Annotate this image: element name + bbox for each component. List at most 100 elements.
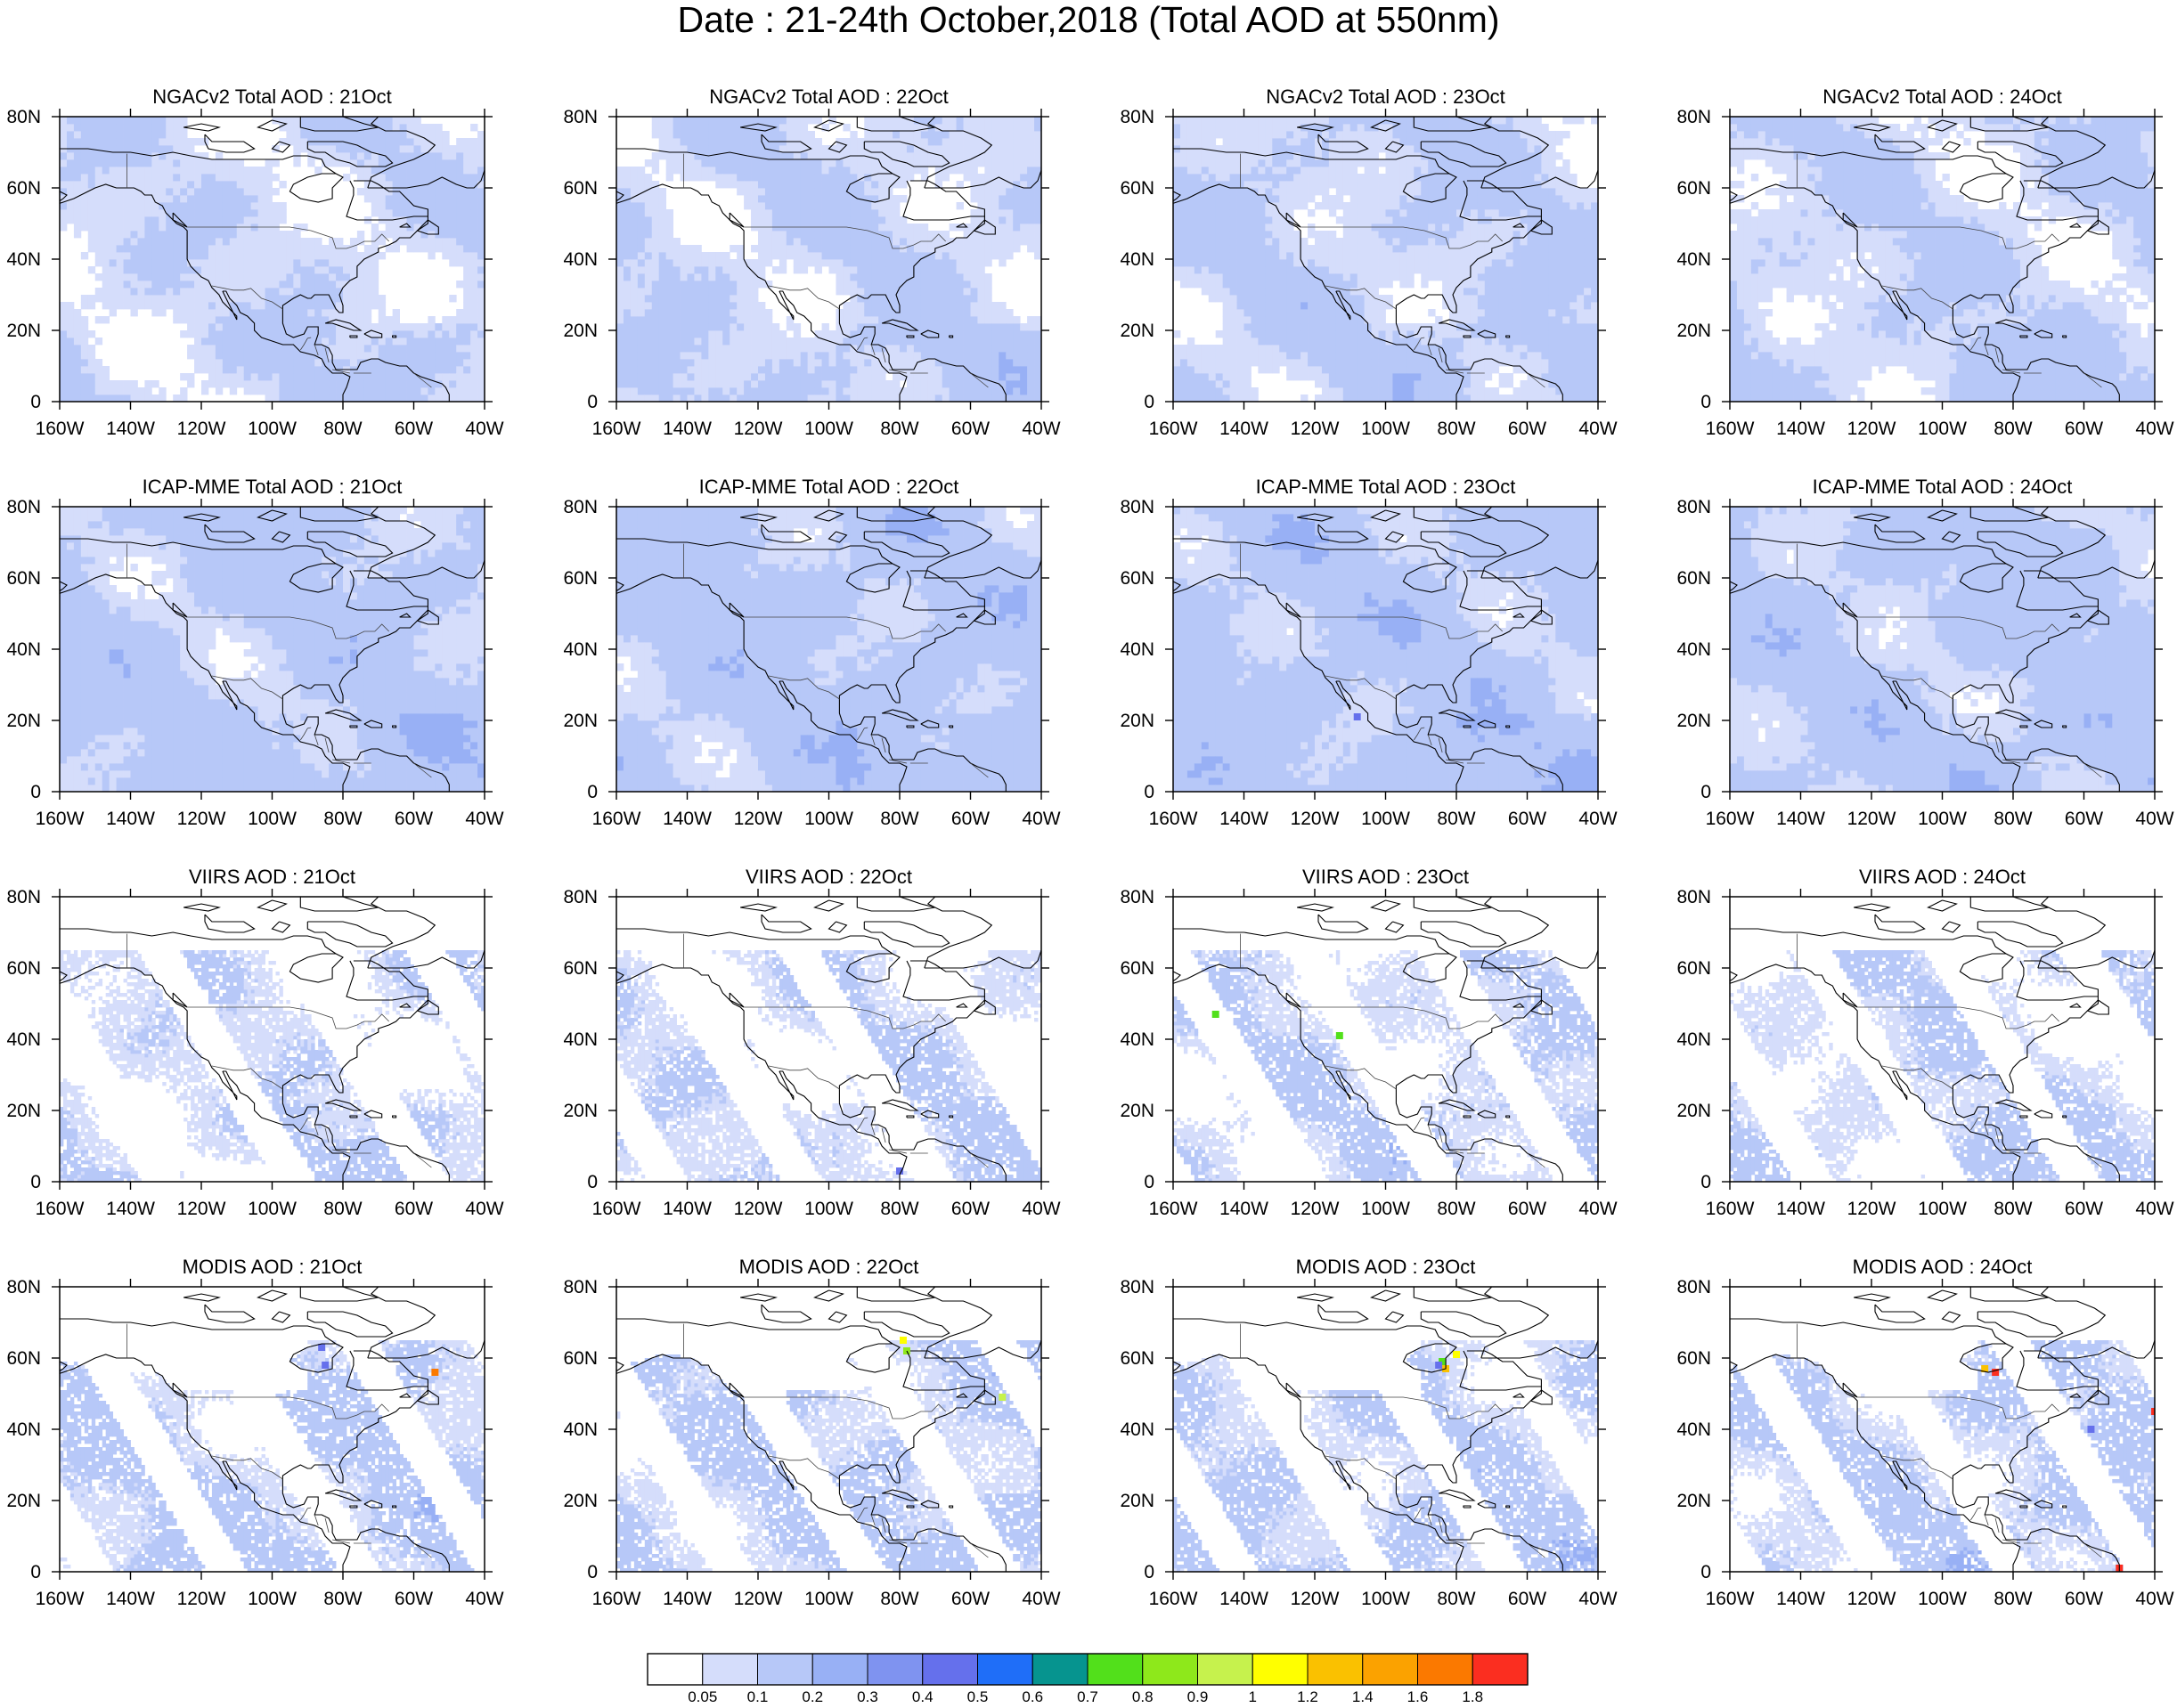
aod-cell bbox=[201, 330, 209, 338]
aod-cell bbox=[420, 145, 428, 153]
aod-cell bbox=[201, 195, 209, 203]
aod-cell bbox=[1321, 238, 1330, 246]
aod-cell bbox=[349, 359, 358, 367]
aod-cell bbox=[658, 152, 667, 160]
aod-cell bbox=[144, 238, 152, 246]
aod-cell bbox=[293, 338, 301, 346]
aod-cell bbox=[1258, 216, 1266, 224]
aod-cell bbox=[900, 124, 908, 132]
aod-cell bbox=[1006, 323, 1014, 331]
aod-cell bbox=[109, 252, 117, 260]
aod-cell bbox=[300, 387, 308, 395]
aod-cell bbox=[470, 338, 478, 346]
aod-cell bbox=[250, 238, 258, 246]
aod-cell bbox=[1321, 309, 1330, 317]
aod-cell bbox=[80, 181, 89, 189]
aod-cell bbox=[1222, 138, 1230, 146]
aod-cell bbox=[222, 309, 231, 317]
aod-cell bbox=[828, 159, 836, 167]
aod-cell bbox=[1006, 387, 1014, 395]
aod-cell bbox=[687, 273, 695, 281]
aod-cell bbox=[779, 124, 787, 132]
aod-cell bbox=[1321, 366, 1330, 374]
aod-cell bbox=[250, 309, 258, 317]
aod-cell bbox=[857, 224, 865, 232]
aod-cell bbox=[1243, 195, 1252, 203]
aod-cell bbox=[658, 245, 667, 253]
aod-cell bbox=[137, 117, 145, 125]
aod-cell bbox=[1034, 231, 1041, 239]
aod-cell bbox=[385, 387, 394, 395]
aod-cell bbox=[236, 266, 245, 274]
aod-cell bbox=[449, 323, 457, 331]
aod-cell bbox=[286, 131, 294, 139]
aod-cell bbox=[1328, 373, 1337, 381]
aod-cell bbox=[878, 266, 886, 274]
aod-cell bbox=[956, 323, 964, 331]
aod-cell bbox=[73, 195, 82, 203]
aod-cell bbox=[1279, 124, 1287, 132]
aod-cell bbox=[66, 330, 75, 338]
aod-cell bbox=[1201, 259, 1210, 267]
aod-cell bbox=[934, 394, 943, 402]
aod-cell bbox=[378, 195, 387, 203]
aod-cell bbox=[708, 124, 716, 132]
aod-cell bbox=[687, 345, 695, 353]
aod-cell bbox=[1236, 216, 1244, 224]
aod-cell bbox=[744, 138, 752, 146]
aod-cell bbox=[201, 259, 209, 267]
aod-cell bbox=[1034, 366, 1041, 374]
aod-cell bbox=[800, 131, 809, 139]
aod-cell bbox=[1335, 366, 1344, 374]
aod-cell bbox=[1315, 323, 1323, 331]
aod-cell bbox=[60, 387, 68, 395]
aod-cell bbox=[850, 366, 858, 374]
aod-cell bbox=[651, 323, 660, 331]
aod-cell bbox=[1236, 131, 1244, 139]
aod-cell bbox=[644, 316, 653, 324]
aod-cell bbox=[1222, 202, 1230, 210]
aod-cell bbox=[630, 181, 639, 189]
aod-cell bbox=[180, 295, 188, 303]
aod-cell bbox=[1251, 238, 1259, 246]
aod-cell bbox=[857, 181, 865, 189]
aod-cell bbox=[1251, 288, 1259, 296]
aod-cell bbox=[406, 181, 414, 189]
aod-cell bbox=[66, 366, 75, 374]
aod-cell bbox=[229, 273, 238, 281]
coastline bbox=[392, 335, 397, 338]
aod-cell bbox=[116, 259, 124, 267]
aod-cell bbox=[984, 281, 992, 289]
aod-cell bbox=[1335, 159, 1344, 167]
aod-cell bbox=[173, 295, 181, 303]
aod-cell bbox=[1194, 209, 1203, 217]
aod-cell bbox=[963, 352, 971, 360]
aod-cell bbox=[900, 181, 908, 189]
aod-cell bbox=[442, 181, 450, 189]
aod-cell bbox=[821, 387, 829, 395]
aod-cell bbox=[1215, 117, 1224, 125]
aod-cell bbox=[1265, 167, 1273, 175]
aod-cell bbox=[680, 117, 688, 125]
aod-cell bbox=[1272, 195, 1280, 203]
aod-cell bbox=[871, 245, 879, 253]
aod-cell bbox=[94, 316, 103, 324]
aod-cell bbox=[836, 387, 844, 395]
aod-cell bbox=[293, 231, 301, 239]
aod-cell bbox=[821, 209, 829, 217]
aod-cell bbox=[1258, 359, 1266, 367]
aod-cell bbox=[307, 387, 315, 395]
aod-cell bbox=[934, 295, 943, 303]
aod-cell bbox=[1243, 366, 1252, 374]
aod-cell bbox=[102, 195, 110, 203]
aod-cell bbox=[322, 273, 330, 281]
aod-cell bbox=[1293, 338, 1301, 346]
aod-cell bbox=[208, 181, 216, 189]
aod-cell bbox=[356, 138, 365, 146]
aod-cell bbox=[786, 373, 795, 381]
aod-cell bbox=[385, 145, 394, 153]
aod-cell bbox=[159, 131, 167, 139]
aod-cell bbox=[814, 159, 822, 167]
aod-cell bbox=[1272, 181, 1280, 189]
aod-cell bbox=[673, 266, 681, 274]
